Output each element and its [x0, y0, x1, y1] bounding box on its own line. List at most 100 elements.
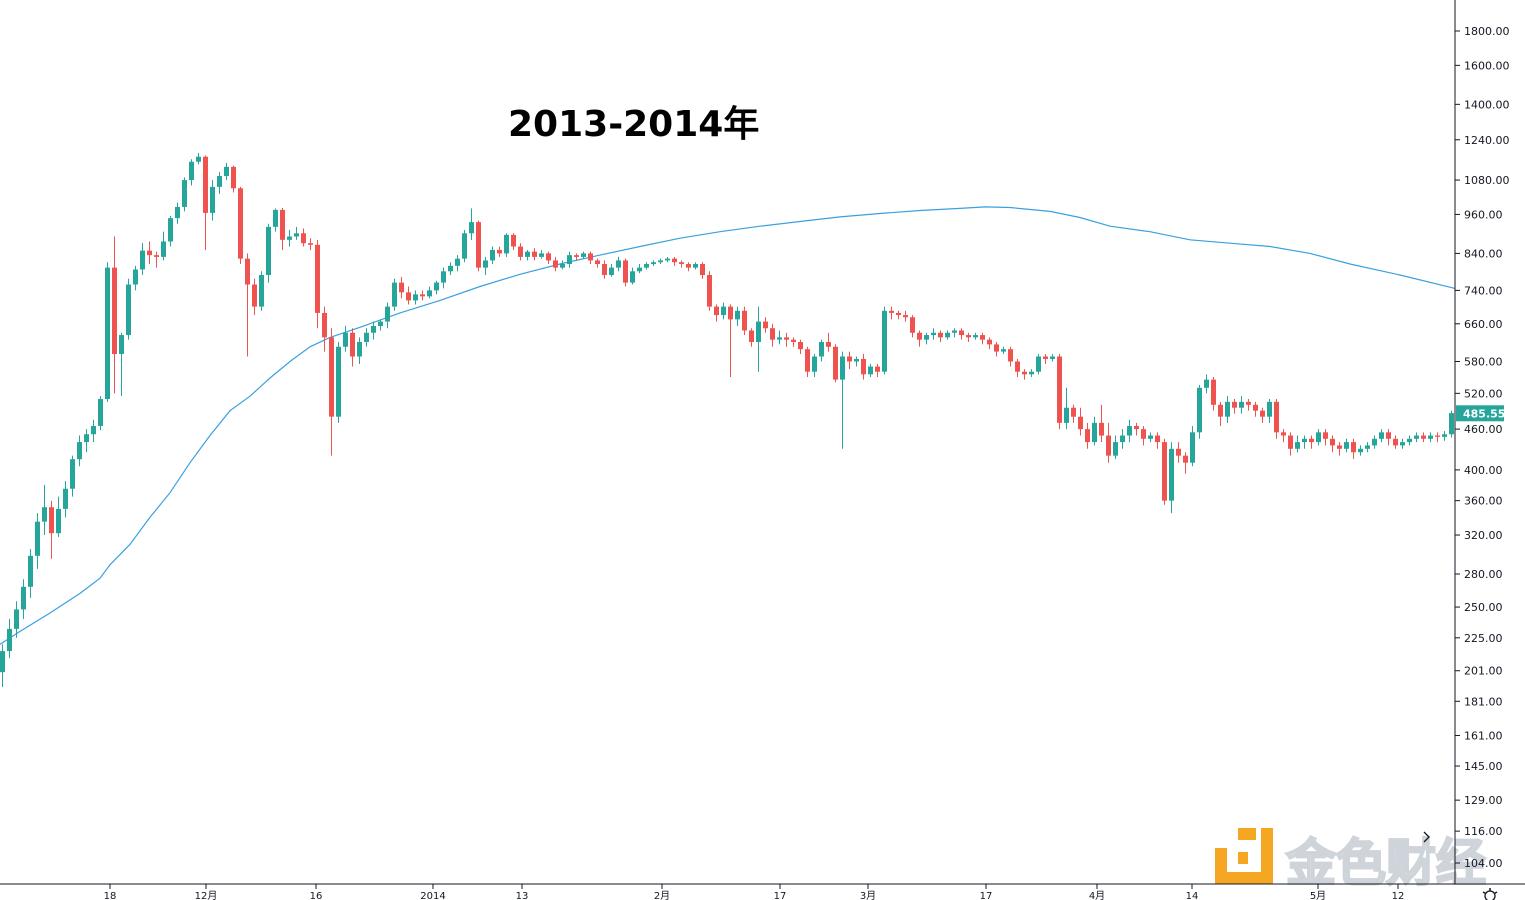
candle-body	[511, 234, 516, 247]
candle	[728, 304, 733, 377]
candle-body	[1029, 371, 1034, 375]
candle-body	[49, 507, 54, 534]
candle-body	[826, 342, 831, 347]
candle	[637, 264, 642, 274]
candle	[539, 249, 544, 259]
chevron-right-icon[interactable]	[1423, 831, 1430, 843]
candle-body	[105, 267, 110, 400]
candle	[1386, 429, 1391, 446]
candle-body	[1162, 442, 1167, 501]
candle-body	[1211, 379, 1216, 405]
candle	[994, 342, 999, 357]
candle	[1036, 354, 1041, 375]
candle	[357, 337, 362, 365]
price-axis[interactable]: 1800.00 1600.00 1400.00 1240.00 1080.00 960.0…	[1455, 25, 1510, 870]
candle	[784, 332, 789, 347]
candle-body	[315, 244, 320, 313]
candle	[574, 253, 579, 261]
candle	[1176, 442, 1181, 463]
candle	[812, 354, 817, 377]
candle	[28, 549, 33, 598]
candle	[294, 226, 299, 240]
candle	[658, 258, 663, 265]
candle-body	[896, 312, 901, 316]
price-tick-label: 201.00	[1464, 665, 1503, 678]
candle-body	[805, 349, 810, 372]
candle-body	[1225, 401, 1230, 417]
candle-body	[952, 330, 957, 333]
candle	[1029, 369, 1034, 377]
candle	[469, 208, 474, 240]
candle	[763, 317, 768, 333]
candle	[1379, 429, 1384, 443]
candle	[924, 332, 929, 345]
time-tick-label: 2014	[420, 891, 445, 900]
candle-body	[231, 166, 236, 189]
price-tick-label: 104.00	[1464, 857, 1503, 870]
candle-body	[1323, 432, 1328, 439]
candle	[1274, 399, 1279, 439]
gear-icon[interactable]	[1482, 888, 1498, 900]
candle	[826, 332, 831, 352]
candle-body	[371, 325, 376, 333]
candle-body	[833, 346, 838, 380]
candle	[259, 271, 264, 311]
candle-body	[875, 366, 880, 372]
candle	[791, 337, 796, 347]
candle-body	[1309, 438, 1314, 443]
candle	[672, 256, 677, 266]
candle-body	[938, 332, 943, 338]
price-tick-label: 660.00	[1464, 318, 1503, 331]
candle-body	[28, 555, 33, 587]
candle	[854, 356, 859, 367]
price-tick-label: 960.00	[1464, 208, 1503, 221]
candle-body	[154, 255, 159, 257]
candle	[1085, 422, 1090, 449]
candle-body	[210, 186, 215, 213]
candle-body	[329, 337, 334, 417]
candle-body	[777, 337, 782, 340]
candle-body	[1358, 448, 1363, 453]
candle-body	[294, 233, 299, 237]
candle	[63, 481, 68, 518]
candle-body	[455, 258, 460, 266]
candle	[903, 310, 908, 322]
candle	[833, 344, 838, 383]
candle-body	[224, 166, 229, 177]
candle	[168, 215, 173, 247]
time-tick-label: 5月	[1310, 890, 1326, 900]
candle-body	[1078, 416, 1083, 430]
watermark-logo-icon	[1215, 828, 1273, 884]
candle-body	[1043, 356, 1048, 359]
candle-body	[728, 306, 733, 320]
candle-body	[63, 488, 68, 509]
candle	[1092, 416, 1097, 446]
time-axis[interactable]: 18 12月 16 2014 13 2月 17 3月 17 4月 14 5月 12	[104, 884, 1405, 900]
candle-body	[1148, 435, 1153, 439]
candle	[336, 342, 341, 423]
candle-body	[77, 442, 82, 460]
candle-body	[658, 260, 663, 263]
candle	[252, 278, 257, 316]
candle	[966, 332, 971, 343]
candle	[700, 262, 705, 279]
candle-body	[1001, 349, 1006, 352]
candle-body	[252, 284, 257, 307]
candle	[490, 246, 495, 265]
price-tick-label: 225.00	[1464, 632, 1503, 645]
candle-body	[721, 306, 726, 316]
candle	[217, 172, 222, 194]
candle-body	[147, 250, 152, 256]
price-tick-label: 181.00	[1464, 695, 1503, 708]
candle	[1400, 438, 1405, 449]
candle	[581, 251, 586, 259]
candle	[1008, 346, 1013, 367]
candle	[714, 304, 719, 322]
candle-body	[609, 267, 614, 276]
price-tick-label: 740.00	[1464, 284, 1503, 297]
candle-body	[1414, 435, 1419, 439]
candle-body	[637, 267, 642, 272]
candle-body	[126, 284, 131, 336]
candle	[1344, 438, 1349, 453]
